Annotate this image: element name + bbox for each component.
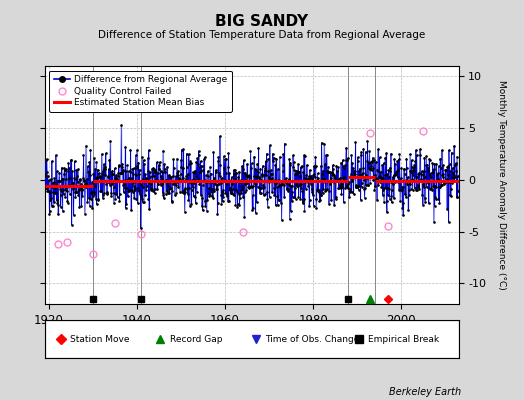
Text: Difference of Station Temperature Data from Regional Average: Difference of Station Temperature Data f… xyxy=(99,30,425,40)
Text: Empirical Break: Empirical Break xyxy=(368,334,440,344)
Text: Berkeley Earth: Berkeley Earth xyxy=(389,387,461,397)
Text: Station Move: Station Move xyxy=(70,334,130,344)
Y-axis label: Monthly Temperature Anomaly Difference (°C): Monthly Temperature Anomaly Difference (… xyxy=(497,80,506,290)
Text: Record Gap: Record Gap xyxy=(170,334,222,344)
Text: Time of Obs. Change: Time of Obs. Change xyxy=(265,334,359,344)
Text: BIG SANDY: BIG SANDY xyxy=(215,14,309,29)
Legend: Difference from Regional Average, Quality Control Failed, Estimated Station Mean: Difference from Regional Average, Qualit… xyxy=(49,70,232,112)
